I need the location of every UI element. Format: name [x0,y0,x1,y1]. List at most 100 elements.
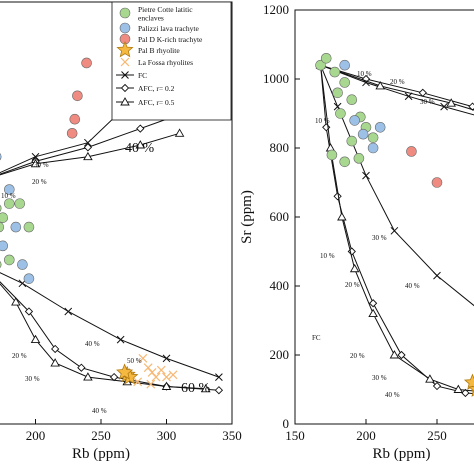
right-ylabel: Sr (ppm) [239,190,255,244]
left-curve-5-1-marker-4 [162,354,171,363]
left-curve-7-0-marker-1 [30,158,41,168]
left-series-3-point-2 [116,363,134,380]
right-series-1-point-4 [374,122,386,133]
legend-marker-5 [121,71,129,79]
left-series-4-point-8-b [133,377,143,387]
legend-entry-6: AFC, r= 0.2 [116,83,175,93]
left-series-4-point-0 [138,353,148,363]
left-series-1-point-4 [23,273,35,284]
right-annotation-6: 40 % [405,282,420,290]
right-series-3-point-1 [468,386,474,397]
left-curve-7-0-marker-3 [135,140,146,149]
right-curve-7-1-marker-2 [337,212,347,221]
left-series-4-point-7 [146,379,156,389]
left-curve-6-1-marker-2 [51,344,60,354]
left-curve-5-0-marker-1 [31,152,40,161]
left-series-4-point-6 [168,370,178,380]
left-curve-5-1-marker-5-b [215,373,223,381]
right-curve-5-0-marker-3-b [440,102,448,111]
left-curve-5-1-marker-5 [215,373,223,381]
right-annotation-8: 10 % [315,117,330,125]
right-curve-7-1-marker-6 [425,374,435,383]
left-annotation-9: 40 % [92,407,107,415]
left-xtick-label-2: 300 [157,428,177,443]
left-curve-5-0-marker-2 [84,138,92,147]
right-plot [315,52,474,398]
left-series-0-point-7 [4,198,15,209]
left-annotation-0: 40 % [125,141,155,156]
right-curve-7-0 [320,64,474,111]
legend-marker-0 [119,7,131,19]
left-series-2-point-1 [69,113,81,125]
legend-label-4: La Fossa rhyolites [138,58,193,67]
legend-entry-1: Palizzi lava trachyte [119,22,199,34]
left-series-2-point-3 [81,57,92,69]
right-annotation-9: 20 % [350,352,365,360]
left-series-0-point-4 [0,204,2,213]
right-curve-5-1-marker-1-b [333,102,342,111]
left-curve-7-1 [0,283,206,390]
left-curve-5-1-marker-3 [116,335,125,344]
legend-label-3: Pal B rhyolite [138,46,180,55]
left-curve-5-1-marker-3-b [116,335,125,344]
right-curve-5-0-marker-2 [404,92,413,101]
legend-marker-7 [120,97,130,106]
left-annotation-5: 40 % [85,340,100,348]
left-curve-5-1-marker-4-b [162,354,171,363]
left-curve-6-0-marker-3 [136,124,145,133]
right-curve-5-1-marker-4-b [433,271,441,280]
left-curve-7-1-marker-2 [30,334,41,344]
legend-marker-4 [120,57,130,67]
right-series-0-point-10 [339,156,351,168]
right-xtick-label-2: 250 [427,428,447,443]
legend-marker-4-b [120,57,130,67]
right-series-2-point-0 [406,146,417,157]
right-series-1-point-2 [357,128,369,140]
right-series-0-point-11 [353,153,365,164]
legend-entry-0: Pietre Cotte latitic enclaves [119,5,193,23]
right-curve-5-1-marker-3-b [390,226,399,235]
left-curve-6-1-marker-1 [24,307,34,316]
right-ytick-label-2: 400 [270,278,290,293]
right-curve-7-0-marker-1 [375,80,385,90]
left-series-4-point-5-b [162,372,171,382]
right-panel: 150 200 250 0 200 400 600 800 1000 1200 Rb (ppm) Sr… [239,2,474,462]
right-series-0-point-2 [329,66,341,78]
legend-label-5: FC [138,71,147,80]
legend-marker-3 [116,40,134,58]
legend-label-2: Pal D K-rich trachyte [138,35,203,44]
legend-label-6: AFC, r= 0.2 [138,84,175,93]
left-xlabel: Rb (ppm) [72,446,130,462]
right-ytick-label-6: 1200 [263,2,289,17]
right-curve-5-1-marker-3 [390,226,399,235]
left-xtick-label-0: 200 [26,428,46,443]
right-xtick-label-1: 200 [356,428,376,443]
right-annotation-5: 30 % [372,234,387,242]
right-series-0-point-9 [326,149,338,161]
legend-label-0: Pietre Cotte latitic enclaves [138,5,193,23]
right-annotation-11: 40 % [385,391,400,399]
legend-entry-3: Pal B rhyolite [116,40,180,58]
right-curve-7-0-marker-2 [446,98,456,107]
right-curve-6-1-marker-6 [432,381,442,391]
right-series-0-point-12 [346,135,358,147]
left-series-0-point-9 [23,221,35,233]
left-series-4-point-3-b [151,372,161,382]
right-ytick-label-4: 800 [270,140,290,155]
left-curve-7-1-marker-1 [11,297,21,306]
legend-entry-5: FC [116,71,147,80]
right-series-1-point-3 [367,142,379,154]
right-annotation-10: 30 % [372,374,387,382]
left-curve-7-1-marker-4 [83,372,93,381]
right-series-0-point-4 [332,87,343,99]
legend-marker-1 [119,22,131,34]
left-series-4-point-2-b [147,367,157,377]
right-curve-7-1-marker-4 [368,308,378,318]
left-annotation-7: 20 % [12,352,27,360]
right-annotation-2: 30 % [420,98,435,106]
left-series-4-point-1-b [143,363,153,373]
left-series-4-point-7-b [146,379,156,389]
left-curve-5-1-marker-2-b [64,307,73,316]
right-series-0-point-0 [315,59,326,71]
